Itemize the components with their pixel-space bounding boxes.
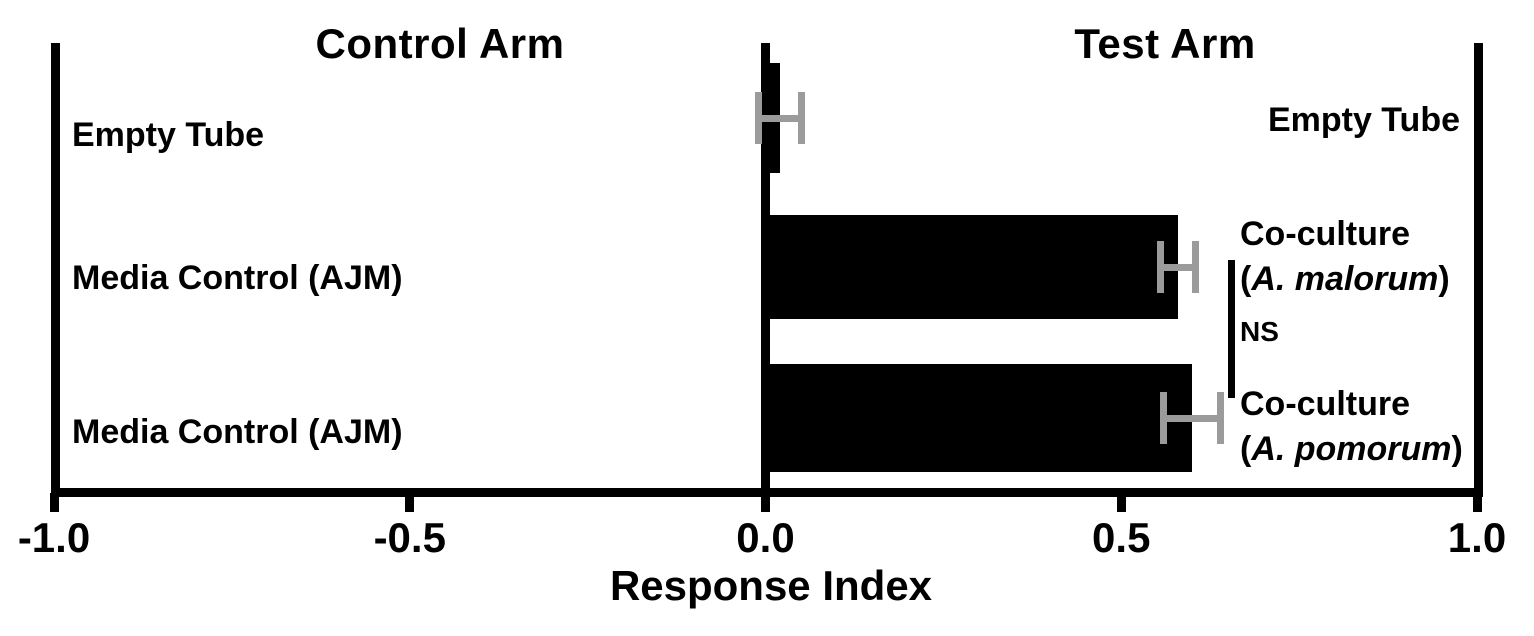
error-bar-cap-left-row-2 <box>1156 241 1164 293</box>
error-bar-cap-left-row-1 <box>754 92 762 144</box>
test-label-co-culture-pomorum: Co-culture (A. pomorum) <box>1240 382 1463 472</box>
co-culture-line1: Co-culture <box>1240 385 1410 423</box>
error-bar-line-row-3 <box>1163 414 1221 422</box>
paren-open: ( <box>1240 260 1252 298</box>
error-bar-cap-right-row-1 <box>797 92 805 144</box>
co-culture-line1: Co-culture <box>1240 215 1410 253</box>
ns-significance-label: NS <box>1240 316 1279 347</box>
bar-row-3 <box>765 364 1193 472</box>
test-label-empty-tube: Empty Tube <box>1267 101 1460 139</box>
x-axis-line <box>51 488 1483 497</box>
x-tick-label-0.5: 0.5 <box>1092 514 1151 561</box>
control-label-empty-tube: Empty Tube <box>72 116 265 154</box>
species-name-malorum: A. malorum <box>1251 260 1439 298</box>
ns-comparison-bracket <box>1228 260 1235 398</box>
species-name-pomorum: A. pomorum <box>1251 430 1452 468</box>
error-bar-line-row-2 <box>1160 263 1196 271</box>
control-label-media-control-1: Media Control (AJM) <box>72 259 403 297</box>
x-tick-1.0 <box>1472 493 1482 512</box>
y-axis-left-line <box>51 43 60 497</box>
x-tick-label--0.5: -0.5 <box>373 514 446 561</box>
x-axis-title: Response Index <box>609 562 933 609</box>
error-bar-cap-right-row-3 <box>1217 392 1225 444</box>
bar-row-2 <box>765 215 1179 319</box>
error-bar-cap-left-row-3 <box>1160 392 1168 444</box>
x-tick-label--1.0: -1.0 <box>17 514 91 561</box>
x-tick--0.5 <box>405 493 415 512</box>
x-tick-label-0.0: 0.0 <box>736 514 795 561</box>
control-arm-title: Control Arm <box>315 20 565 67</box>
test-label-co-culture-malorum: Co-culture (A. malorum) <box>1240 212 1450 302</box>
error-bar-cap-right-row-2 <box>1192 241 1200 293</box>
x-tick-0.0 <box>761 493 770 512</box>
paren-close: ) <box>1451 430 1463 468</box>
x-tick-0.5 <box>1116 493 1126 512</box>
x-tick-label-1.0: 1.0 <box>1447 514 1507 561</box>
x-tick--1.0 <box>49 493 59 512</box>
error-bar-line-row-1 <box>758 114 802 122</box>
y-axis-right-line <box>1474 43 1483 497</box>
test-arm-title: Test Arm <box>1074 20 1256 67</box>
control-label-media-control-2: Media Control (AJM) <box>72 413 403 451</box>
paren-close: ) <box>1438 260 1450 298</box>
paren-open: ( <box>1240 430 1252 468</box>
